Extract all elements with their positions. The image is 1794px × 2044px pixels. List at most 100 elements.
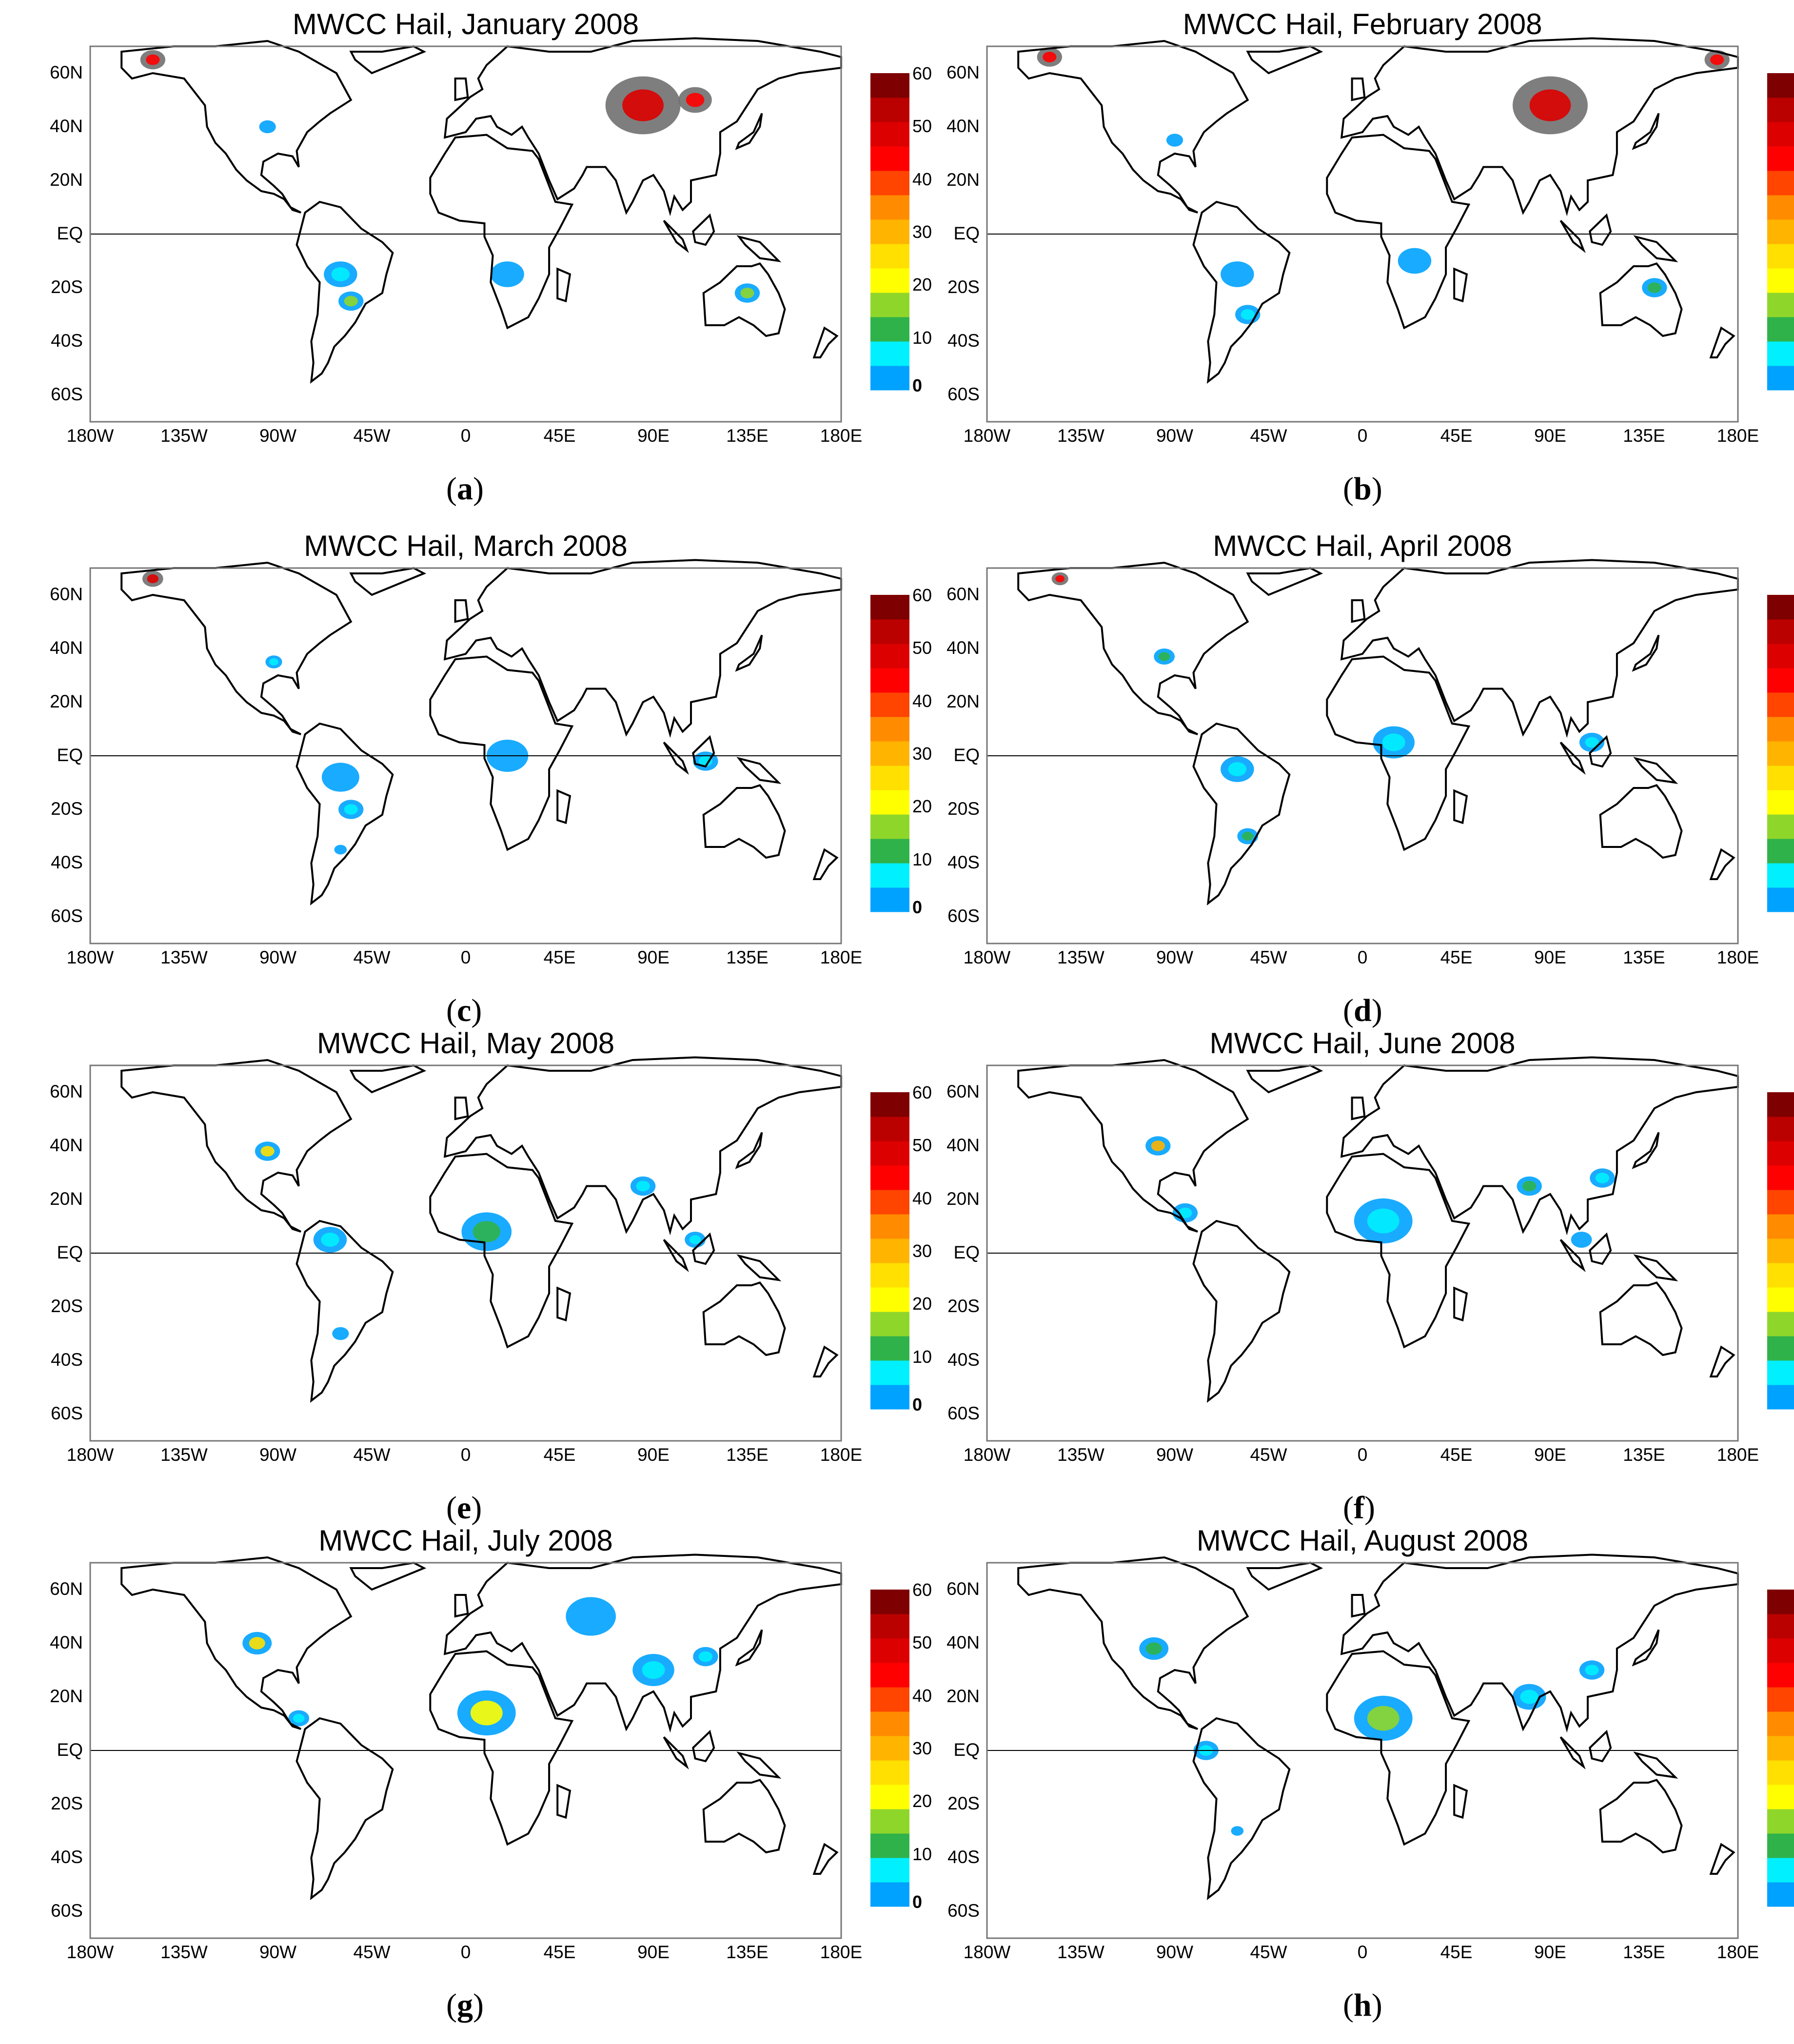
coastline bbox=[1632, 634, 1660, 672]
coastline bbox=[120, 1059, 353, 1233]
lon-tick-label: 45E bbox=[1440, 1942, 1473, 1962]
colorbar-swatch bbox=[1767, 1882, 1794, 1907]
colorbar-swatch bbox=[1767, 1360, 1794, 1385]
lon-tick-label: 135E bbox=[726, 1445, 769, 1465]
hail-region-core bbox=[1241, 309, 1255, 320]
lon-tick-label: 135W bbox=[1057, 1445, 1104, 1465]
coastline bbox=[663, 1736, 689, 1769]
colorbar-swatch bbox=[870, 595, 909, 620]
lat-tick-label: 20S bbox=[947, 1296, 980, 1316]
colorbar-swatch bbox=[1767, 1590, 1794, 1614]
colorbar-tick-label: 30 bbox=[912, 222, 932, 242]
lon-tick-label: 0 bbox=[460, 947, 471, 967]
colorbar-swatch bbox=[870, 814, 909, 839]
hail-region-core bbox=[1242, 831, 1254, 841]
coastline bbox=[1709, 326, 1735, 358]
coastline bbox=[1453, 1784, 1468, 1819]
coastline bbox=[296, 722, 394, 905]
lat-tick-label: 20N bbox=[50, 691, 83, 711]
colorbar-swatch bbox=[870, 1190, 909, 1215]
colorbar-swatch bbox=[870, 98, 909, 122]
hail-region-core bbox=[636, 1180, 650, 1192]
colorbar-swatch bbox=[1767, 766, 1794, 790]
coastline bbox=[1351, 599, 1366, 623]
colorbar-swatch bbox=[1767, 1165, 1794, 1190]
colorbar-swatch bbox=[1767, 1638, 1794, 1663]
map-frame bbox=[89, 45, 842, 423]
colorbar-swatch bbox=[870, 887, 909, 912]
coastline bbox=[1599, 1281, 1683, 1356]
coastline bbox=[1246, 567, 1323, 596]
colorbar-swatch bbox=[1767, 1711, 1794, 1736]
colorbar-swatch bbox=[870, 1882, 909, 1907]
colorbar-swatch bbox=[1767, 268, 1794, 293]
lat-tick-label: 20S bbox=[947, 1793, 980, 1813]
lat-tick-label: 60S bbox=[51, 384, 83, 404]
coastline bbox=[736, 1254, 782, 1281]
hail-region-core bbox=[1055, 575, 1065, 583]
hail-region-core bbox=[698, 1651, 713, 1662]
colorbar-swatch bbox=[870, 366, 909, 391]
lon-tick-label: 0 bbox=[460, 1445, 471, 1465]
lon-tick-label: 0 bbox=[1357, 947, 1368, 967]
coastline bbox=[1589, 1232, 1612, 1265]
colorbar-swatch bbox=[1767, 146, 1794, 171]
coastline bbox=[663, 742, 689, 775]
coastline bbox=[692, 1232, 715, 1265]
colorbar-swatch bbox=[1767, 717, 1794, 742]
lon-tick-label: 90E bbox=[637, 426, 670, 446]
world-map bbox=[89, 559, 842, 944]
lat-tick-label: 60N bbox=[946, 584, 980, 604]
hail-region bbox=[1398, 248, 1432, 274]
lon-tick-label: 45W bbox=[353, 1942, 391, 1962]
coastline bbox=[1633, 235, 1678, 262]
lon-tick-label: 45E bbox=[543, 947, 576, 967]
lat-tick-label: EQ bbox=[953, 223, 980, 243]
hail-region-core bbox=[1228, 762, 1247, 777]
colorbar-swatch bbox=[870, 1165, 909, 1190]
map-panel-b: MWCC Hail, February 2008 60N 40N 20N EQ 20S 40… bbox=[897, 0, 1794, 507]
colorbar-tick-label: 10 bbox=[912, 1844, 932, 1864]
colorbar-swatch bbox=[870, 839, 909, 864]
coastline bbox=[1589, 213, 1612, 246]
lon-tick-label: 90E bbox=[637, 1445, 670, 1465]
map-panel-f: MWCC Hail, June 2008 60N 40N 20N EQ 20S 40S 60S… bbox=[897, 1019, 1794, 1526]
hail-region bbox=[332, 1327, 349, 1340]
map-panel-c: MWCC Hail, March 2008 60N 40N 20N EQ 20S 40S 60… bbox=[0, 522, 932, 1028]
lon-tick-label: 180W bbox=[963, 1942, 1011, 1962]
coastline bbox=[735, 1132, 763, 1169]
colorbar-swatch bbox=[1767, 741, 1794, 766]
coastline bbox=[120, 1556, 353, 1730]
coastline bbox=[1632, 1629, 1660, 1667]
lon-tick-label: 90E bbox=[1534, 426, 1566, 446]
lon-tick-label: 45W bbox=[353, 947, 391, 967]
colorbar-tick-label: 60 bbox=[912, 585, 932, 605]
colorbar-swatch bbox=[1767, 1238, 1794, 1263]
hail-region-core bbox=[1151, 1140, 1165, 1151]
hail-region bbox=[259, 120, 276, 134]
lon-tick-label: 0 bbox=[1357, 1445, 1368, 1465]
coastline bbox=[1340, 559, 1739, 738]
coastline bbox=[702, 784, 786, 859]
lon-tick-label: 45E bbox=[543, 426, 576, 446]
coastline bbox=[1559, 742, 1586, 775]
colorbar-swatch bbox=[870, 146, 909, 171]
colorbar-swatch bbox=[870, 1833, 909, 1858]
coastline bbox=[443, 1056, 842, 1236]
colorbar-swatch bbox=[870, 1385, 909, 1410]
lon-tick-label: 90W bbox=[1156, 426, 1194, 446]
colorbar-tick-label: 30 bbox=[912, 744, 932, 764]
colorbar-swatch bbox=[1767, 619, 1794, 644]
lon-tick-label: 180W bbox=[963, 426, 1011, 446]
coastline bbox=[736, 1751, 782, 1779]
coastline bbox=[1192, 722, 1291, 905]
lat-tick-label: 40S bbox=[51, 852, 83, 872]
colorbar-swatch bbox=[870, 692, 909, 717]
coastline bbox=[692, 735, 715, 768]
coastline bbox=[1599, 262, 1683, 337]
colorbar-swatch bbox=[870, 73, 909, 98]
lat-tick-label: 40S bbox=[947, 1847, 980, 1867]
coastline bbox=[812, 326, 839, 358]
panel-title: MWCC Hail, April 2008 bbox=[1213, 530, 1512, 562]
lon-tick-label: 135E bbox=[1623, 1942, 1665, 1962]
